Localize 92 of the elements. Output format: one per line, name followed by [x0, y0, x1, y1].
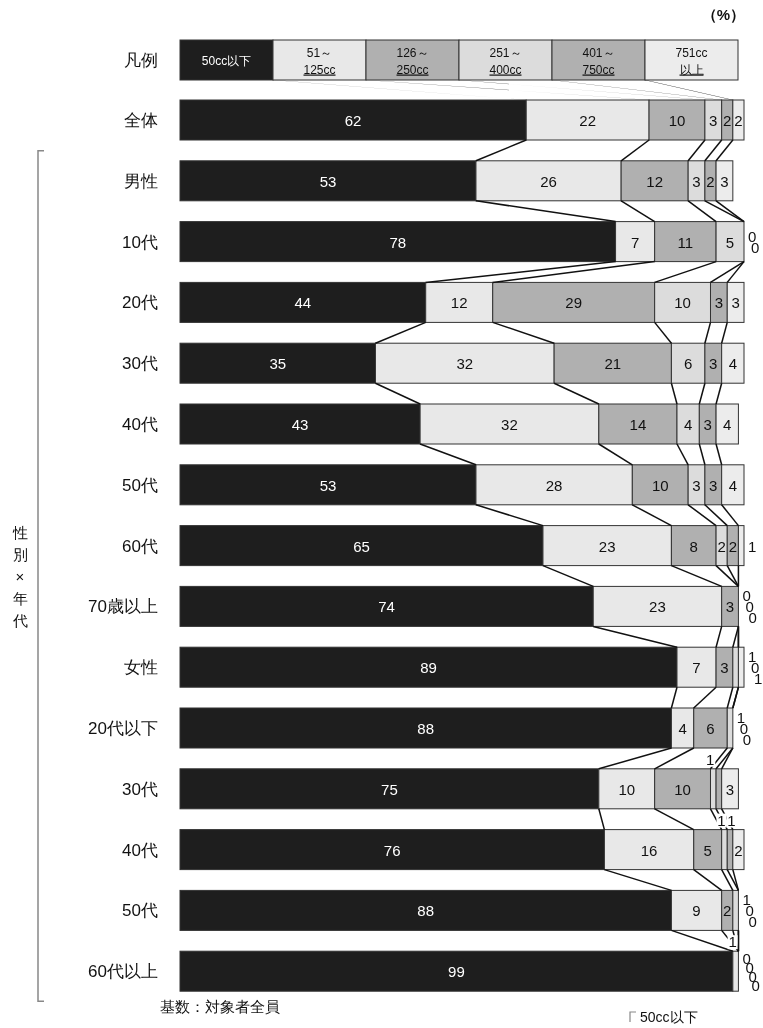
- data-label: 10: [668, 112, 686, 129]
- data-label: 3: [725, 780, 735, 798]
- data-label: 10: [618, 780, 636, 798]
- data-label: 23: [598, 537, 616, 555]
- data-label: 2: [728, 537, 737, 555]
- data-label: 75: [381, 780, 398, 798]
- data-label: 76: [383, 841, 401, 859]
- data-label: 3: [720, 172, 729, 190]
- data-label: 35: [269, 355, 287, 373]
- text: 50cc以下: [640, 1009, 698, 1025]
- data-label: 1: [748, 537, 757, 555]
- data-label: 22: [579, 112, 596, 129]
- data-label: 53: [319, 172, 337, 190]
- y-tick-label: 70歳以上: [88, 597, 158, 617]
- data-label: 2: [734, 112, 743, 129]
- data-label: 4: [728, 355, 737, 373]
- data-label: 12: [450, 294, 468, 312]
- y-tick-label: 全体: [124, 111, 158, 130]
- y-tick-label: 男性: [124, 171, 158, 191]
- data-label: 6: [683, 355, 693, 373]
- y-tick-label: 40代: [122, 840, 158, 860]
- data-label: 3: [725, 598, 735, 616]
- data-label: 29: [565, 294, 583, 312]
- data-label: 1: [717, 811, 726, 829]
- data-label: 3: [731, 294, 740, 312]
- data-label: 26: [540, 172, 557, 190]
- data-label: 8: [689, 537, 698, 555]
- data-label: 1: [706, 750, 715, 768]
- y-tick-label: 30代: [122, 779, 158, 799]
- y-tick-label: 50代: [122, 901, 158, 921]
- data-label: 3: [709, 112, 718, 129]
- data-label: 14: [629, 416, 647, 433]
- data-label: 28: [545, 476, 563, 494]
- data-label: 4: [723, 416, 732, 433]
- data-label: 99: [448, 963, 465, 981]
- data-label: 10: [674, 294, 691, 312]
- data-label: 32: [501, 416, 518, 433]
- data-label: 88: [417, 902, 435, 920]
- annotation: 基数：対象者全員: [160, 998, 280, 1015]
- data-label: 65: [353, 537, 370, 555]
- data-label: 2: [734, 841, 743, 859]
- data-label: 2: [706, 172, 715, 190]
- data-label: 3: [714, 294, 724, 312]
- data-label: 3: [703, 416, 712, 433]
- data-label: 2: [723, 902, 732, 920]
- y-tick-label: 40代: [122, 415, 158, 434]
- data-label: 88: [417, 720, 435, 737]
- y-tick-label: 20代以下: [88, 719, 158, 738]
- data-label: 4: [678, 720, 687, 737]
- data-label: 2: [723, 112, 732, 129]
- y-tick-label: 20代: [122, 293, 158, 313]
- legend: 凡例 50cc以下 51～ 125cc 126～ 250cc 251～ 400cc 401～ 750cc 751cc 以上: [124, 39, 739, 100]
- y-tick-label: 女性: [124, 658, 158, 678]
- data-label: 11: [677, 233, 694, 251]
- y-tick-label: 60代以上: [88, 962, 158, 982]
- y-tick-label: 60代: [122, 536, 158, 556]
- data-label: 3: [709, 476, 718, 494]
- data-label: 23: [649, 598, 666, 616]
- data-label: 43: [291, 416, 309, 433]
- y-tick-label: 30代: [122, 354, 158, 374]
- data-label: 32: [456, 355, 474, 373]
- data-label: 1: [727, 811, 736, 829]
- group-label: 性別×年代: [12, 524, 28, 629]
- data-label: 5: [703, 841, 712, 859]
- data-label: 16: [640, 841, 658, 859]
- data-label: 9: [692, 902, 701, 920]
- data-label: 62: [344, 112, 362, 129]
- data-label: 12: [646, 172, 663, 190]
- data-label: 7: [692, 659, 701, 677]
- data-label: 1: [728, 933, 737, 951]
- y-tick-label: 50代: [122, 475, 158, 495]
- legend-title: 凡例: [124, 51, 158, 70]
- y-tick-label: 10代: [122, 232, 158, 252]
- data-label: 78: [389, 233, 407, 251]
- data-label: 3: [709, 355, 718, 373]
- data-label: 4: [728, 476, 737, 494]
- data-label: 21: [604, 355, 622, 373]
- data-label: 3: [692, 476, 701, 494]
- data-label: 53: [319, 476, 337, 494]
- data-label: 10: [651, 476, 669, 494]
- data-label: 89: [420, 659, 437, 677]
- data-label: 7: [630, 233, 640, 251]
- data-label: 2: [717, 537, 726, 555]
- data-label: 74: [378, 598, 395, 616]
- data-label: 4: [683, 416, 693, 433]
- data-label: 6: [706, 720, 715, 737]
- data-label: 44: [294, 294, 312, 312]
- text: （%）: [701, 6, 745, 23]
- data-label: 10: [674, 780, 691, 798]
- data-label: 5: [725, 233, 735, 251]
- data-label: 3: [692, 172, 701, 190]
- data-label: 3: [720, 659, 729, 677]
